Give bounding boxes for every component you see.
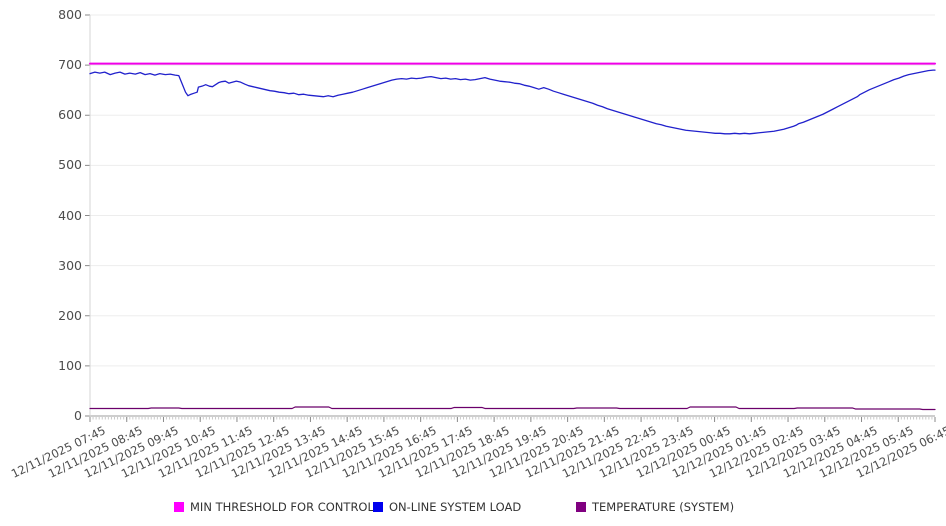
legend-label: TEMPERATURE (SYSTEM) [592, 500, 735, 514]
legend-label: ON-LINE SYSTEM LOAD [389, 500, 522, 514]
legend-item-on-line-system-load: ON-LINE SYSTEM LOAD [373, 501, 521, 513]
legend-item-temperature-system: TEMPERATURE (SYSTEM) [576, 501, 734, 513]
legend-label: MIN THRESHOLD FOR CONTROL [190, 500, 374, 514]
series-temperature-system [89, 406, 936, 411]
legend-item-min-threshold-for-control: MIN THRESHOLD FOR CONTROL [174, 501, 374, 513]
legend-swatch-min-threshold-for-control [174, 502, 184, 512]
legend-swatch-temperature-system [576, 502, 586, 512]
legend-swatch-on-line-system-load [373, 502, 383, 512]
x-axis-major-ticks [89, 417, 936, 422]
series-on-line-system-load [89, 69, 936, 135]
